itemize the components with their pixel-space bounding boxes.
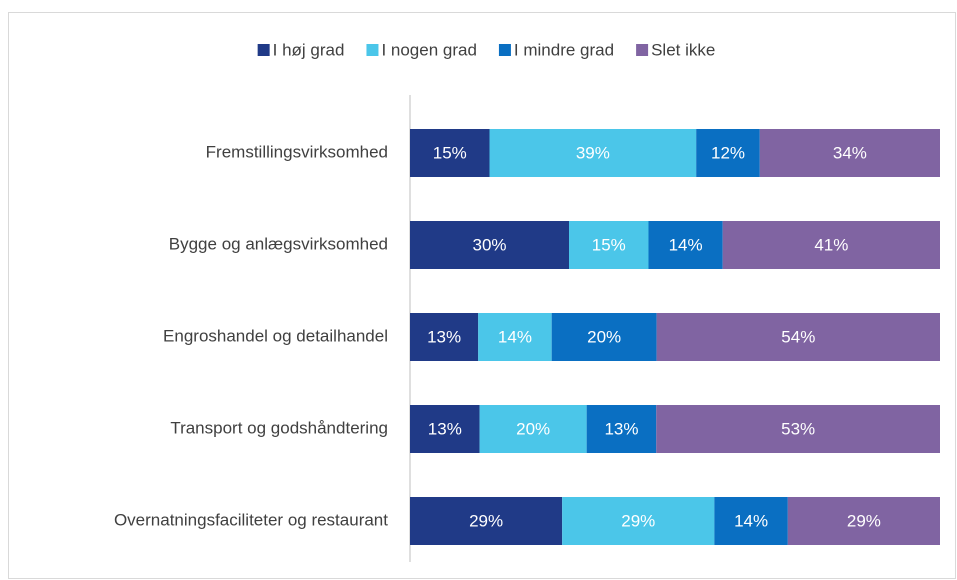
bar-segment (562, 497, 715, 545)
bar-segment (656, 313, 940, 361)
bar-segment (722, 221, 940, 269)
category-label: Fremstillingsvirksomhed (206, 142, 388, 161)
data-label: 14% (734, 511, 768, 530)
bar-segment (551, 313, 657, 361)
data-label: 12% (711, 143, 745, 162)
legend-label: Slet ikke (651, 40, 715, 59)
data-label: 14% (669, 235, 703, 254)
data-label: 13% (604, 419, 638, 438)
legend-label: I høj grad (273, 40, 345, 59)
bar-segment (787, 497, 940, 545)
bar-segment (696, 129, 760, 177)
data-label: 13% (428, 419, 462, 438)
data-label: 34% (833, 143, 867, 162)
legend-swatch (366, 44, 379, 56)
data-label: 14% (498, 327, 532, 346)
bar-segment (714, 497, 788, 545)
bar-segment (569, 221, 649, 269)
bar-segment (410, 497, 563, 545)
bar-segment (586, 405, 657, 453)
data-label: 20% (587, 327, 621, 346)
data-label: 29% (847, 511, 881, 530)
bar-segment (410, 405, 480, 453)
data-label: 53% (781, 419, 815, 438)
bar-segment (478, 313, 552, 361)
category-label: Transport og godshåndtering (170, 418, 388, 437)
chart-border (8, 12, 956, 579)
data-label: 54% (781, 327, 815, 346)
data-label: 13% (427, 327, 461, 346)
data-label: 15% (592, 235, 626, 254)
bar-segment (656, 405, 940, 453)
bar-segment (410, 129, 490, 177)
legend-swatch (257, 44, 270, 56)
legend-label: I nogen grad (381, 40, 476, 59)
data-label: 29% (621, 511, 655, 530)
category-label: Bygge og anlægsvirksomhed (169, 234, 388, 253)
legend-swatch (636, 44, 649, 56)
data-label: 20% (516, 419, 550, 438)
data-label: 41% (814, 235, 848, 254)
category-label: Overnatningsfaciliteter og restaurant (114, 510, 388, 529)
bar-segment (489, 129, 697, 177)
bar-segment (410, 313, 479, 361)
category-label: Engroshandel og detailhandel (163, 326, 388, 345)
bar-segment (479, 405, 587, 453)
bar-segment (648, 221, 723, 269)
data-label: 15% (433, 143, 467, 162)
data-label: 29% (469, 511, 503, 530)
data-label: 39% (576, 143, 610, 162)
legend-swatch (498, 44, 511, 56)
bar-segment (410, 221, 569, 269)
bar-segment (759, 129, 940, 177)
data-label: 30% (472, 235, 506, 254)
legend-label: I mindre grad (514, 40, 614, 59)
